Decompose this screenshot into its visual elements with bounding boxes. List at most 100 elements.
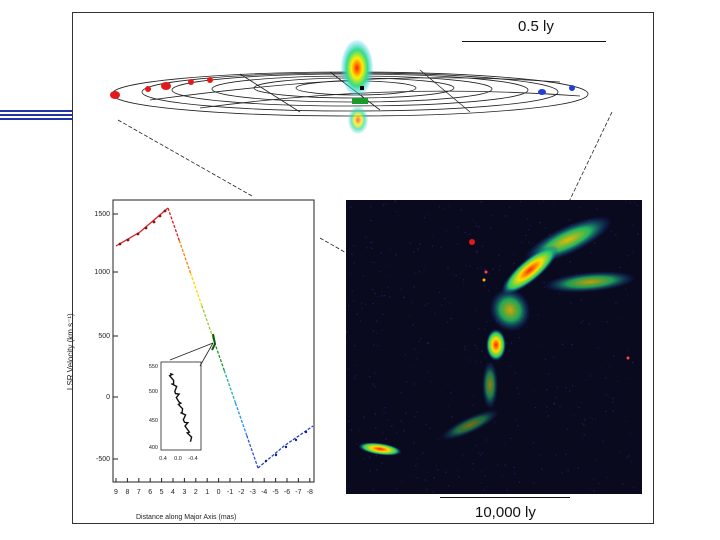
blueshifted-point [264, 459, 268, 463]
noise-speck [580, 299, 582, 301]
noise-speck [401, 481, 403, 483]
noise-speck [473, 395, 475, 397]
noise-speck [498, 254, 500, 256]
noise-speck [371, 261, 373, 263]
noise-speck [375, 427, 377, 429]
noise-speck [465, 265, 467, 267]
noise-speck [385, 411, 387, 413]
noise-speck [478, 226, 480, 228]
inset-x-tick-label: 0.4 [159, 456, 167, 462]
noise-speck [481, 471, 483, 473]
noise-speck [516, 387, 518, 389]
noise-speck [593, 490, 595, 492]
noise-speck [425, 480, 428, 482]
x-tick-label: 4 [171, 489, 175, 496]
noise-speck [363, 458, 365, 460]
noise-speck [589, 487, 591, 489]
noise-speck [423, 269, 425, 271]
noise-speck [584, 419, 586, 421]
noise-speck [360, 320, 362, 322]
noise-speck [353, 245, 355, 247]
noise-speck [427, 303, 429, 305]
noise-speck [486, 439, 488, 441]
noise-speck [463, 279, 465, 281]
noise-speck [539, 455, 541, 457]
jet-emission [440, 409, 500, 441]
noise-speck [486, 321, 488, 323]
noise-speck [348, 420, 350, 422]
noise-speck [415, 271, 417, 274]
x-tick-label: -3 [250, 489, 256, 496]
noise-speck [527, 218, 529, 220]
noise-speck [365, 236, 367, 238]
noise-speck [593, 478, 595, 480]
noise-speck [445, 230, 448, 232]
noise-speck [417, 352, 419, 354]
noise-speck [629, 202, 632, 204]
noise-speck [409, 314, 411, 317]
noise-speck [361, 307, 363, 309]
noise-speck [403, 296, 405, 299]
noise-speck [424, 304, 426, 307]
noise-speck [518, 393, 520, 395]
noise-speck [429, 428, 431, 430]
inset-y-tick-label: 550 [149, 364, 158, 370]
noise-speck [625, 288, 627, 290]
noise-speck [490, 227, 492, 229]
noise-speck [448, 205, 450, 207]
noise-speck [400, 392, 402, 394]
noise-speck [412, 324, 414, 326]
noise-speck [606, 476, 608, 478]
noise-speck [480, 201, 482, 203]
noise-speck [553, 204, 555, 206]
noise-speck [418, 271, 421, 273]
noise-speck [372, 383, 374, 385]
noise-speck [353, 300, 355, 302]
noise-speck [497, 464, 499, 466]
noise-speck [628, 455, 630, 457]
noise-speck [612, 410, 614, 412]
noise-speck [354, 377, 356, 379]
noise-speck [419, 243, 421, 245]
noise-speck [504, 215, 507, 217]
noise-speck [541, 468, 543, 470]
noise-speck [637, 233, 639, 235]
noise-speck [423, 216, 425, 219]
noise-speck [478, 452, 480, 454]
noise-speck [396, 432, 398, 434]
noise-speck [368, 457, 370, 459]
keplerian-segment [189, 272, 203, 306]
noise-speck [590, 375, 592, 377]
noise-speck [364, 303, 366, 306]
noise-speck [547, 415, 549, 417]
x-tick-label: -4 [261, 489, 267, 496]
noise-speck [597, 347, 599, 349]
maser-spot [626, 356, 630, 360]
noise-speck [521, 241, 523, 244]
accent-line [0, 118, 72, 120]
noise-speck [481, 350, 483, 352]
noise-speck [374, 262, 376, 264]
top-scale-bar [462, 41, 606, 42]
maser-spot [482, 278, 486, 282]
noise-speck [585, 379, 587, 381]
blueshifted-masers [538, 85, 575, 95]
noise-speck [542, 200, 544, 202]
noise-speck [379, 295, 381, 297]
noise-speck [382, 431, 384, 433]
noise-speck [506, 342, 508, 344]
noise-speck [492, 268, 494, 270]
noise-speck [371, 241, 373, 243]
redshifted-point [144, 226, 148, 230]
noise-speck [533, 482, 535, 484]
x-tick-label: 9 [114, 489, 118, 496]
noise-speck [528, 229, 530, 231]
inset-y-tick-label: 450 [149, 418, 158, 424]
noise-speck [605, 394, 607, 396]
noise-speck [363, 416, 365, 418]
noise-speck [475, 222, 477, 224]
noise-speck [580, 402, 582, 404]
noise-speck [457, 226, 459, 228]
noise-speck [617, 317, 620, 319]
central-jet-emission [348, 106, 368, 134]
